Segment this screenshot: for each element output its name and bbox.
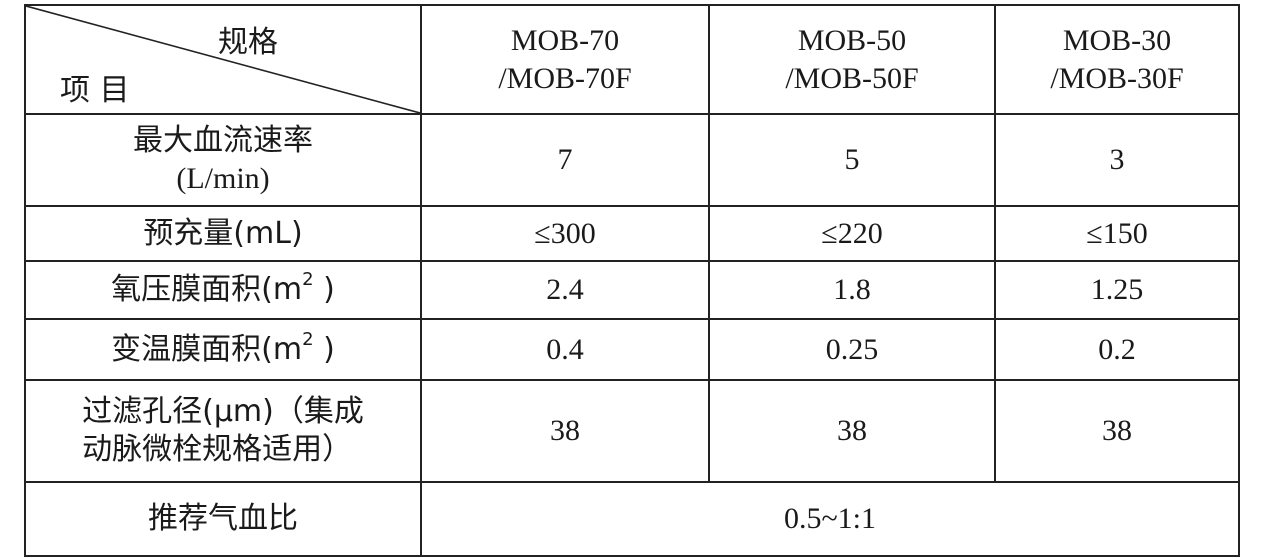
table-cell: 7	[420, 113, 710, 207]
corner-header-cell: 规格 项 目	[24, 4, 422, 115]
row-label-oxy-area: 氧压膜面积(m2 )	[24, 260, 422, 320]
row-label-temp-area: 变温膜面积(m2 )	[24, 318, 422, 381]
table-cell: ≤150	[994, 205, 1240, 262]
model-name-line1: MOB-70	[510, 23, 620, 57]
model-header-mob30: MOB-30 /MOB-30F	[994, 4, 1240, 115]
table-row-gas-blood-ratio: 推荐气血比 0.5~1:1	[24, 481, 1240, 557]
row-label-priming: 预充量(mL)	[24, 205, 422, 262]
model-name-line1: MOB-50	[797, 23, 907, 57]
table-cell: 1.8	[708, 260, 996, 320]
table-row-filter: 过滤孔径(μm)（集成 动脉微栓规格适用） 38 38 38	[24, 379, 1240, 483]
table-cell: 1.25	[994, 260, 1240, 320]
table-cell: 38	[420, 379, 710, 483]
table-cell: 38	[708, 379, 996, 483]
row-label-filter: 过滤孔径(μm)（集成 动脉微栓规格适用）	[24, 379, 422, 483]
model-name-line1: MOB-30	[1062, 23, 1172, 57]
specification-table: 规格 项 目 MOB-70 /MOB-70F MOB-50 /MOB-50F M…	[24, 4, 1240, 557]
label-superscript: 2	[302, 269, 314, 290]
table-cell: 3	[994, 113, 1240, 207]
model-name-line2: /MOB-50F	[785, 61, 919, 95]
row-label-max-flow: 最大血流速率 (L/min)	[24, 113, 422, 207]
label-line2: 动脉微栓规格适用）	[82, 432, 353, 467]
table-cell: 38	[994, 379, 1240, 483]
label-line1: 最大血流速率	[133, 123, 313, 158]
model-header-mob50: MOB-50 /MOB-50F	[708, 4, 996, 115]
model-header-mob70: MOB-70 /MOB-70F	[420, 4, 710, 115]
spec-header-label: 规格	[218, 25, 278, 60]
table-cell: ≤300	[420, 205, 710, 262]
table-cell: 2.4	[420, 260, 710, 320]
header-row: 规格 项 目 MOB-70 /MOB-70F MOB-50 /MOB-50F M…	[24, 4, 1240, 115]
diagonal-divider	[26, 6, 420, 113]
label-line2: (L/min)	[176, 162, 270, 195]
table-cell: 5	[708, 113, 996, 207]
table-row-oxy-area: 氧压膜面积(m2 ) 2.4 1.8 1.25	[24, 260, 1240, 320]
merged-value-cell: 0.5~1:1	[420, 481, 1240, 557]
row-label-gas-blood-ratio: 推荐气血比	[24, 481, 422, 557]
label-close: )	[313, 272, 335, 307]
label-line1: 过滤孔径(μm)（集成	[82, 394, 364, 429]
table-row-temp-area: 变温膜面积(m2 ) 0.4 0.25 0.2	[24, 318, 1240, 381]
item-header-label: 项 目	[60, 73, 130, 108]
label-main: 氧压膜面积(m	[111, 272, 303, 307]
table-row-priming: 预充量(mL) ≤300 ≤220 ≤150	[24, 205, 1240, 262]
model-name-line2: /MOB-70F	[498, 61, 632, 95]
model-name-line2: /MOB-30F	[1050, 61, 1184, 95]
label-close: )	[313, 331, 335, 367]
table-cell: 0.25	[708, 318, 996, 381]
table-cell: ≤220	[708, 205, 996, 262]
table-cell: 0.2	[994, 318, 1240, 381]
label-superscript: 2	[302, 328, 314, 350]
table-cell: 0.4	[420, 318, 710, 381]
label-main: 变温膜面积(m	[111, 331, 303, 367]
table-row-max-flow: 最大血流速率 (L/min) 7 5 3	[24, 113, 1240, 207]
